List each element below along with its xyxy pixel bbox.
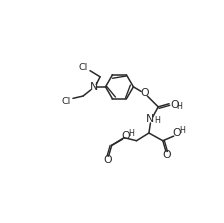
Text: Cl: Cl bbox=[78, 63, 88, 72]
Text: H: H bbox=[179, 126, 185, 135]
Text: H: H bbox=[128, 129, 134, 138]
Text: H: H bbox=[154, 116, 160, 125]
Text: N: N bbox=[90, 82, 98, 92]
Text: O: O bbox=[103, 155, 112, 165]
Text: O: O bbox=[170, 99, 179, 109]
Text: O: O bbox=[121, 131, 130, 141]
Text: Cl: Cl bbox=[61, 97, 71, 106]
Text: H: H bbox=[176, 101, 182, 111]
Text: O: O bbox=[140, 88, 149, 98]
Text: N: N bbox=[146, 114, 155, 124]
Text: O: O bbox=[172, 128, 181, 138]
Text: O: O bbox=[162, 150, 171, 160]
